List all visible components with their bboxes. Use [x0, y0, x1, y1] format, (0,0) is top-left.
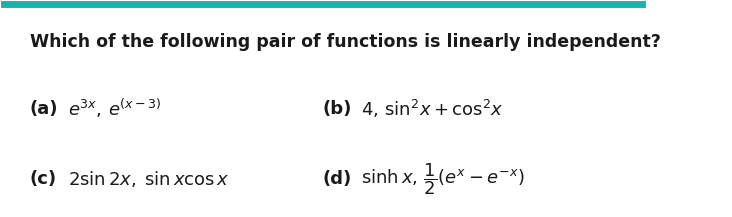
- Text: $2\sin 2x,\;\sin x\cos x$: $2\sin 2x,\;\sin x\cos x$: [68, 169, 230, 189]
- Text: $\sinh x,\,\dfrac{1}{2}(e^{x} - e^{-x})$: $\sinh x,\,\dfrac{1}{2}(e^{x} - e^{-x})$: [361, 162, 525, 197]
- Text: $4,\,\sin^{2}\!x + \cos^{2}\!x$: $4,\,\sin^{2}\!x + \cos^{2}\!x$: [361, 97, 504, 120]
- Text: (c): (c): [30, 170, 57, 188]
- Text: (d): (d): [323, 170, 352, 188]
- Text: (b): (b): [323, 100, 352, 117]
- Text: (a): (a): [30, 100, 58, 117]
- Text: Which of the following pair of functions is linearly independent?: Which of the following pair of functions…: [30, 33, 660, 51]
- Text: $e^{3x},\,e^{(x-3)}$: $e^{3x},\,e^{(x-3)}$: [68, 97, 162, 120]
